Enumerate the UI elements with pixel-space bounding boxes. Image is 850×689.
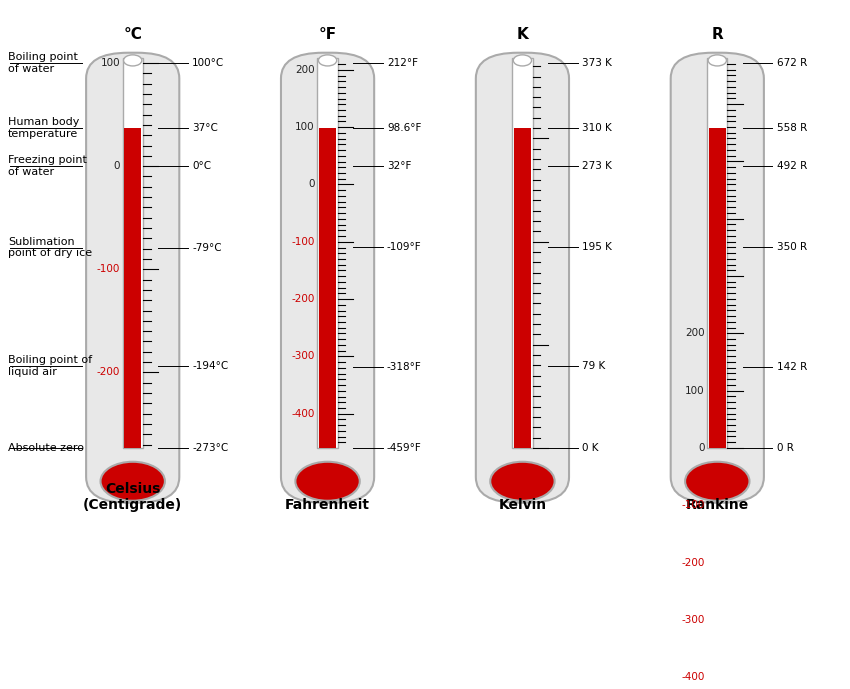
Text: °C: °C — [123, 28, 142, 43]
Text: 200: 200 — [295, 65, 314, 75]
Circle shape — [296, 462, 360, 501]
Circle shape — [513, 55, 531, 66]
Text: °F: °F — [319, 28, 337, 43]
Text: Fahrenheit: Fahrenheit — [285, 498, 370, 512]
Text: Celsius
(Centigrade): Celsius (Centigrade) — [83, 482, 183, 512]
Text: Boiling point of
liquid air: Boiling point of liquid air — [8, 356, 93, 377]
Text: Absolute zero: Absolute zero — [8, 443, 84, 453]
Bar — [513, 58, 533, 448]
Text: 0 R: 0 R — [777, 443, 793, 453]
Text: -400: -400 — [292, 409, 314, 419]
Circle shape — [319, 55, 337, 66]
Text: 100: 100 — [685, 386, 705, 395]
Text: -273°C: -273°C — [192, 443, 229, 453]
Bar — [319, 128, 336, 448]
FancyBboxPatch shape — [86, 53, 179, 503]
Text: 195 K: 195 K — [581, 242, 612, 251]
Text: 79 K: 79 K — [581, 362, 605, 371]
Text: 37°C: 37°C — [192, 123, 218, 133]
Text: 142 R: 142 R — [777, 362, 807, 371]
Text: -100: -100 — [97, 265, 120, 274]
Text: -100: -100 — [292, 237, 314, 247]
Circle shape — [708, 55, 727, 66]
Text: -100: -100 — [681, 500, 705, 511]
Text: 672 R: 672 R — [777, 58, 807, 68]
Text: 310 K: 310 K — [581, 123, 611, 133]
Text: 0°C: 0°C — [192, 161, 211, 171]
Circle shape — [123, 55, 142, 66]
Text: -194°C: -194°C — [192, 361, 229, 371]
Text: 0: 0 — [698, 443, 705, 453]
Text: -200: -200 — [681, 557, 705, 568]
Text: Freezing point
of water: Freezing point of water — [8, 155, 87, 177]
Text: 273 K: 273 K — [581, 161, 612, 172]
Text: 100: 100 — [295, 122, 314, 132]
Text: 0: 0 — [309, 179, 314, 189]
Text: Sublimation
point of dry ice: Sublimation point of dry ice — [8, 237, 93, 258]
Text: -300: -300 — [292, 351, 314, 362]
Bar — [317, 58, 337, 448]
Text: R: R — [711, 28, 723, 43]
Text: -79°C: -79°C — [192, 243, 222, 253]
Text: Rankine: Rankine — [686, 498, 749, 512]
Text: -300: -300 — [681, 615, 705, 625]
Text: Kelvin: Kelvin — [498, 498, 547, 512]
Text: 100: 100 — [100, 58, 120, 68]
Circle shape — [685, 462, 750, 501]
Text: 100°C: 100°C — [192, 58, 224, 68]
Text: 0 K: 0 K — [581, 443, 598, 453]
Circle shape — [100, 462, 165, 501]
FancyBboxPatch shape — [671, 53, 764, 503]
Text: 558 R: 558 R — [777, 123, 807, 133]
Bar — [124, 128, 141, 448]
Text: 373 K: 373 K — [581, 58, 612, 68]
Text: -400: -400 — [681, 672, 705, 682]
Bar — [122, 58, 143, 448]
Circle shape — [490, 462, 554, 501]
Text: 492 R: 492 R — [777, 161, 807, 171]
Bar — [514, 128, 531, 448]
Text: 200: 200 — [685, 328, 705, 338]
Text: 212°F: 212°F — [387, 58, 418, 68]
Text: -200: -200 — [97, 367, 120, 378]
Text: -459°F: -459°F — [387, 442, 422, 453]
FancyBboxPatch shape — [281, 53, 374, 503]
Text: K: K — [517, 28, 529, 43]
Text: 0: 0 — [114, 161, 120, 171]
Text: Boiling point
of water: Boiling point of water — [8, 52, 78, 74]
Bar — [709, 128, 726, 448]
Text: -318°F: -318°F — [387, 362, 422, 371]
Text: Human body
temperature: Human body temperature — [8, 117, 80, 138]
FancyBboxPatch shape — [476, 53, 569, 503]
Text: -109°F: -109°F — [387, 242, 422, 252]
Text: 350 R: 350 R — [777, 243, 807, 252]
Text: 32°F: 32°F — [387, 161, 411, 171]
Text: -200: -200 — [292, 294, 314, 304]
Text: 98.6°F: 98.6°F — [387, 123, 422, 133]
Bar — [707, 58, 728, 448]
